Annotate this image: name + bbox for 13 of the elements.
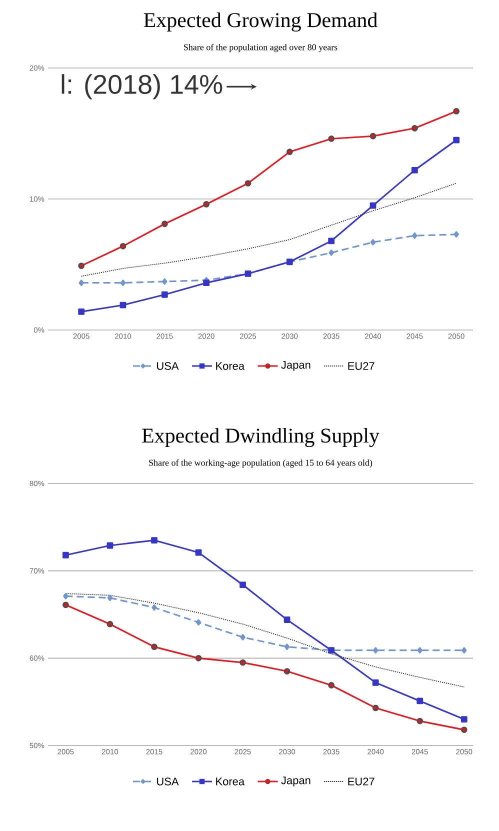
legend-label: Korea xyxy=(216,362,245,370)
legend-label: EU27 xyxy=(348,362,374,370)
chart-subtitle: Share of the working-age population (aged 15 to 64 years old) xyxy=(149,459,372,468)
legend-label: USA xyxy=(157,362,179,370)
legend-label: EU27 xyxy=(348,778,374,786)
chart-title: Expected Dwindling Supply xyxy=(142,428,380,448)
chart-title: Expected Growing Demand xyxy=(144,12,378,32)
legend-label: Japan xyxy=(281,361,310,371)
legend-label: Japan xyxy=(281,776,310,786)
legend-label: Korea xyxy=(216,778,245,786)
chart-subtitle: Share of the population aged over 80 years xyxy=(184,44,338,52)
legend-label: USA xyxy=(157,778,179,786)
annotation: l: (2018) 14% xyxy=(62,74,222,100)
